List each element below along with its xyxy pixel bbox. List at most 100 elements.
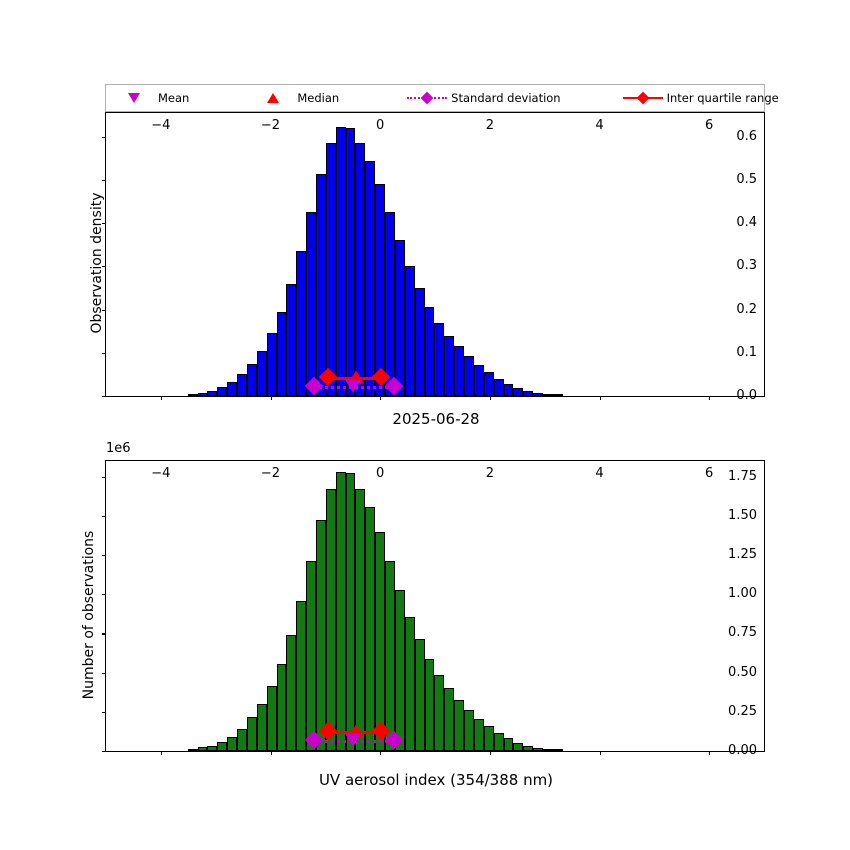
histogram-bar bbox=[444, 688, 455, 751]
histogram-bar bbox=[197, 747, 208, 751]
x-tick-mark bbox=[160, 751, 162, 755]
bottom-panel-y-ticks: 0.00 0.25 0.50 0.75 1.00 1.25 1.50 1.75 bbox=[102, 461, 764, 758]
histogram-bar bbox=[414, 288, 425, 396]
histogram-bar bbox=[296, 251, 307, 396]
figure-title: 2025-06-28 bbox=[392, 410, 480, 428]
y-tick-mark bbox=[102, 711, 106, 713]
y-tick-mark bbox=[102, 515, 106, 517]
y-tick-label: 1.00 bbox=[728, 586, 757, 602]
legend-label-standard-deviation: Standard deviation bbox=[451, 91, 561, 105]
histogram-bar bbox=[217, 742, 228, 751]
diamond-solid-icon bbox=[621, 89, 665, 107]
histogram-bar bbox=[276, 663, 287, 751]
y-tick-label: 0.75 bbox=[728, 625, 757, 641]
histogram-bar bbox=[256, 350, 267, 396]
histogram-bar bbox=[187, 749, 198, 751]
y-tick-label: 0.00 bbox=[728, 743, 757, 758]
y-tick-mark bbox=[102, 555, 106, 557]
x-tick-label: 2 bbox=[485, 118, 494, 133]
x-tick-label: 6 bbox=[705, 466, 714, 481]
histogram-bar bbox=[335, 472, 346, 751]
histogram-bar bbox=[424, 307, 435, 396]
top-panel-x-ticks: −4 −2 0 2 4 6 bbox=[106, 113, 764, 400]
histogram-bar bbox=[533, 392, 543, 396]
x-tick-mark bbox=[380, 396, 382, 400]
histogram-bar bbox=[394, 589, 405, 751]
histogram-bar bbox=[444, 335, 455, 396]
histogram-bar bbox=[197, 392, 208, 396]
histogram-bar bbox=[207, 390, 218, 396]
histogram-bar bbox=[552, 394, 563, 396]
histogram-bar bbox=[365, 160, 376, 396]
x-tick-mark bbox=[160, 396, 162, 400]
y-tick-label: 0.1 bbox=[736, 344, 757, 360]
histogram-bar bbox=[325, 143, 336, 396]
x-tick-label: 6 bbox=[705, 118, 714, 133]
histogram-bar bbox=[493, 378, 504, 396]
histogram-bar bbox=[345, 128, 356, 396]
x-tick-label: −4 bbox=[151, 118, 171, 133]
y-tick-mark bbox=[102, 672, 106, 674]
histogram-bar bbox=[187, 394, 198, 396]
top-panel-plot-area bbox=[106, 113, 764, 396]
x-tick-mark bbox=[270, 396, 272, 400]
bottom-panel-plot-area bbox=[106, 461, 764, 751]
histogram-bar bbox=[286, 634, 297, 751]
x-tick-label: −2 bbox=[260, 466, 281, 481]
histogram-bar bbox=[306, 212, 316, 396]
legend-entry-median: Median bbox=[251, 85, 339, 111]
x-tick-label: 2 bbox=[485, 466, 494, 481]
histogram-bar bbox=[543, 749, 553, 751]
histogram-bar bbox=[394, 240, 405, 396]
histogram-bar bbox=[256, 703, 267, 751]
x-tick-mark bbox=[489, 396, 491, 400]
histogram-bar bbox=[473, 718, 484, 751]
histogram-bar bbox=[325, 489, 336, 751]
histogram-bar bbox=[355, 143, 366, 396]
histogram-bar bbox=[543, 394, 553, 396]
histogram-bar bbox=[345, 473, 356, 751]
x-tick-mark bbox=[709, 396, 711, 400]
legend: Mean Median Standard deviation Inter qua… bbox=[105, 84, 779, 112]
x-tick-mark bbox=[380, 751, 382, 755]
y-tick-mark bbox=[102, 751, 106, 753]
y-tick-label: 0.2 bbox=[736, 301, 757, 317]
y-tick-mark bbox=[102, 223, 106, 225]
legend-label-median: Median bbox=[297, 91, 340, 105]
histogram-bar bbox=[454, 699, 465, 751]
histogram-bar bbox=[355, 489, 366, 751]
histogram-bar bbox=[207, 745, 218, 751]
y-tick-mark bbox=[102, 136, 106, 138]
x-tick-mark bbox=[270, 751, 272, 755]
x-tick-label: 0 bbox=[376, 466, 385, 481]
x-tick-mark bbox=[489, 751, 491, 755]
histogram-bar bbox=[493, 733, 504, 751]
x-tick-label: 4 bbox=[595, 466, 604, 481]
histogram-bar bbox=[483, 726, 494, 751]
histogram-bar bbox=[385, 212, 395, 396]
histogram-bar bbox=[523, 745, 534, 751]
legend-entry-inter-quartile-range: Inter quartile range bbox=[621, 85, 779, 111]
y-tick-mark bbox=[102, 594, 106, 596]
histogram-bar bbox=[365, 506, 376, 751]
top-panel-statistics-overlay bbox=[106, 113, 764, 396]
histogram-bar bbox=[454, 346, 465, 396]
y-tick-label: 0.50 bbox=[728, 664, 757, 680]
top-panel-y-ticks: 0.0 0.1 0.2 0.3 0.4 0.5 0.6 bbox=[102, 113, 764, 403]
histogram-bar bbox=[385, 560, 395, 751]
bottom-panel-x-ticks: −4 −2 0 2 4 6 bbox=[106, 461, 764, 755]
mean-marker bbox=[344, 733, 361, 747]
bottom-panel-x-axis-label: UV aerosol index (354/388 nm) bbox=[318, 771, 554, 789]
legend-entry-mean: Mean bbox=[112, 85, 189, 111]
histogram-bar bbox=[503, 738, 514, 751]
histogram-bar bbox=[513, 387, 524, 396]
histogram-bar bbox=[227, 736, 238, 751]
histogram-bar bbox=[523, 390, 534, 396]
legend-label-mean: Mean bbox=[158, 91, 190, 105]
y-tick-label: 0.6 bbox=[736, 128, 757, 144]
histogram-bar bbox=[276, 311, 287, 396]
bottom-panel-y-offset-text: 1e6 bbox=[106, 441, 131, 456]
histogram-bar bbox=[266, 333, 277, 396]
diamond-dotted-icon bbox=[405, 89, 449, 107]
histogram-bar bbox=[464, 356, 474, 396]
